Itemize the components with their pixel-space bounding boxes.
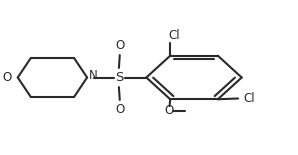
Text: S: S [115,71,123,84]
Text: O: O [164,104,173,117]
Text: N: N [89,69,97,82]
Text: Cl: Cl [169,29,180,42]
Text: O: O [2,71,11,84]
Text: Cl: Cl [244,92,255,105]
Text: O: O [115,39,124,52]
Text: O: O [115,103,124,116]
